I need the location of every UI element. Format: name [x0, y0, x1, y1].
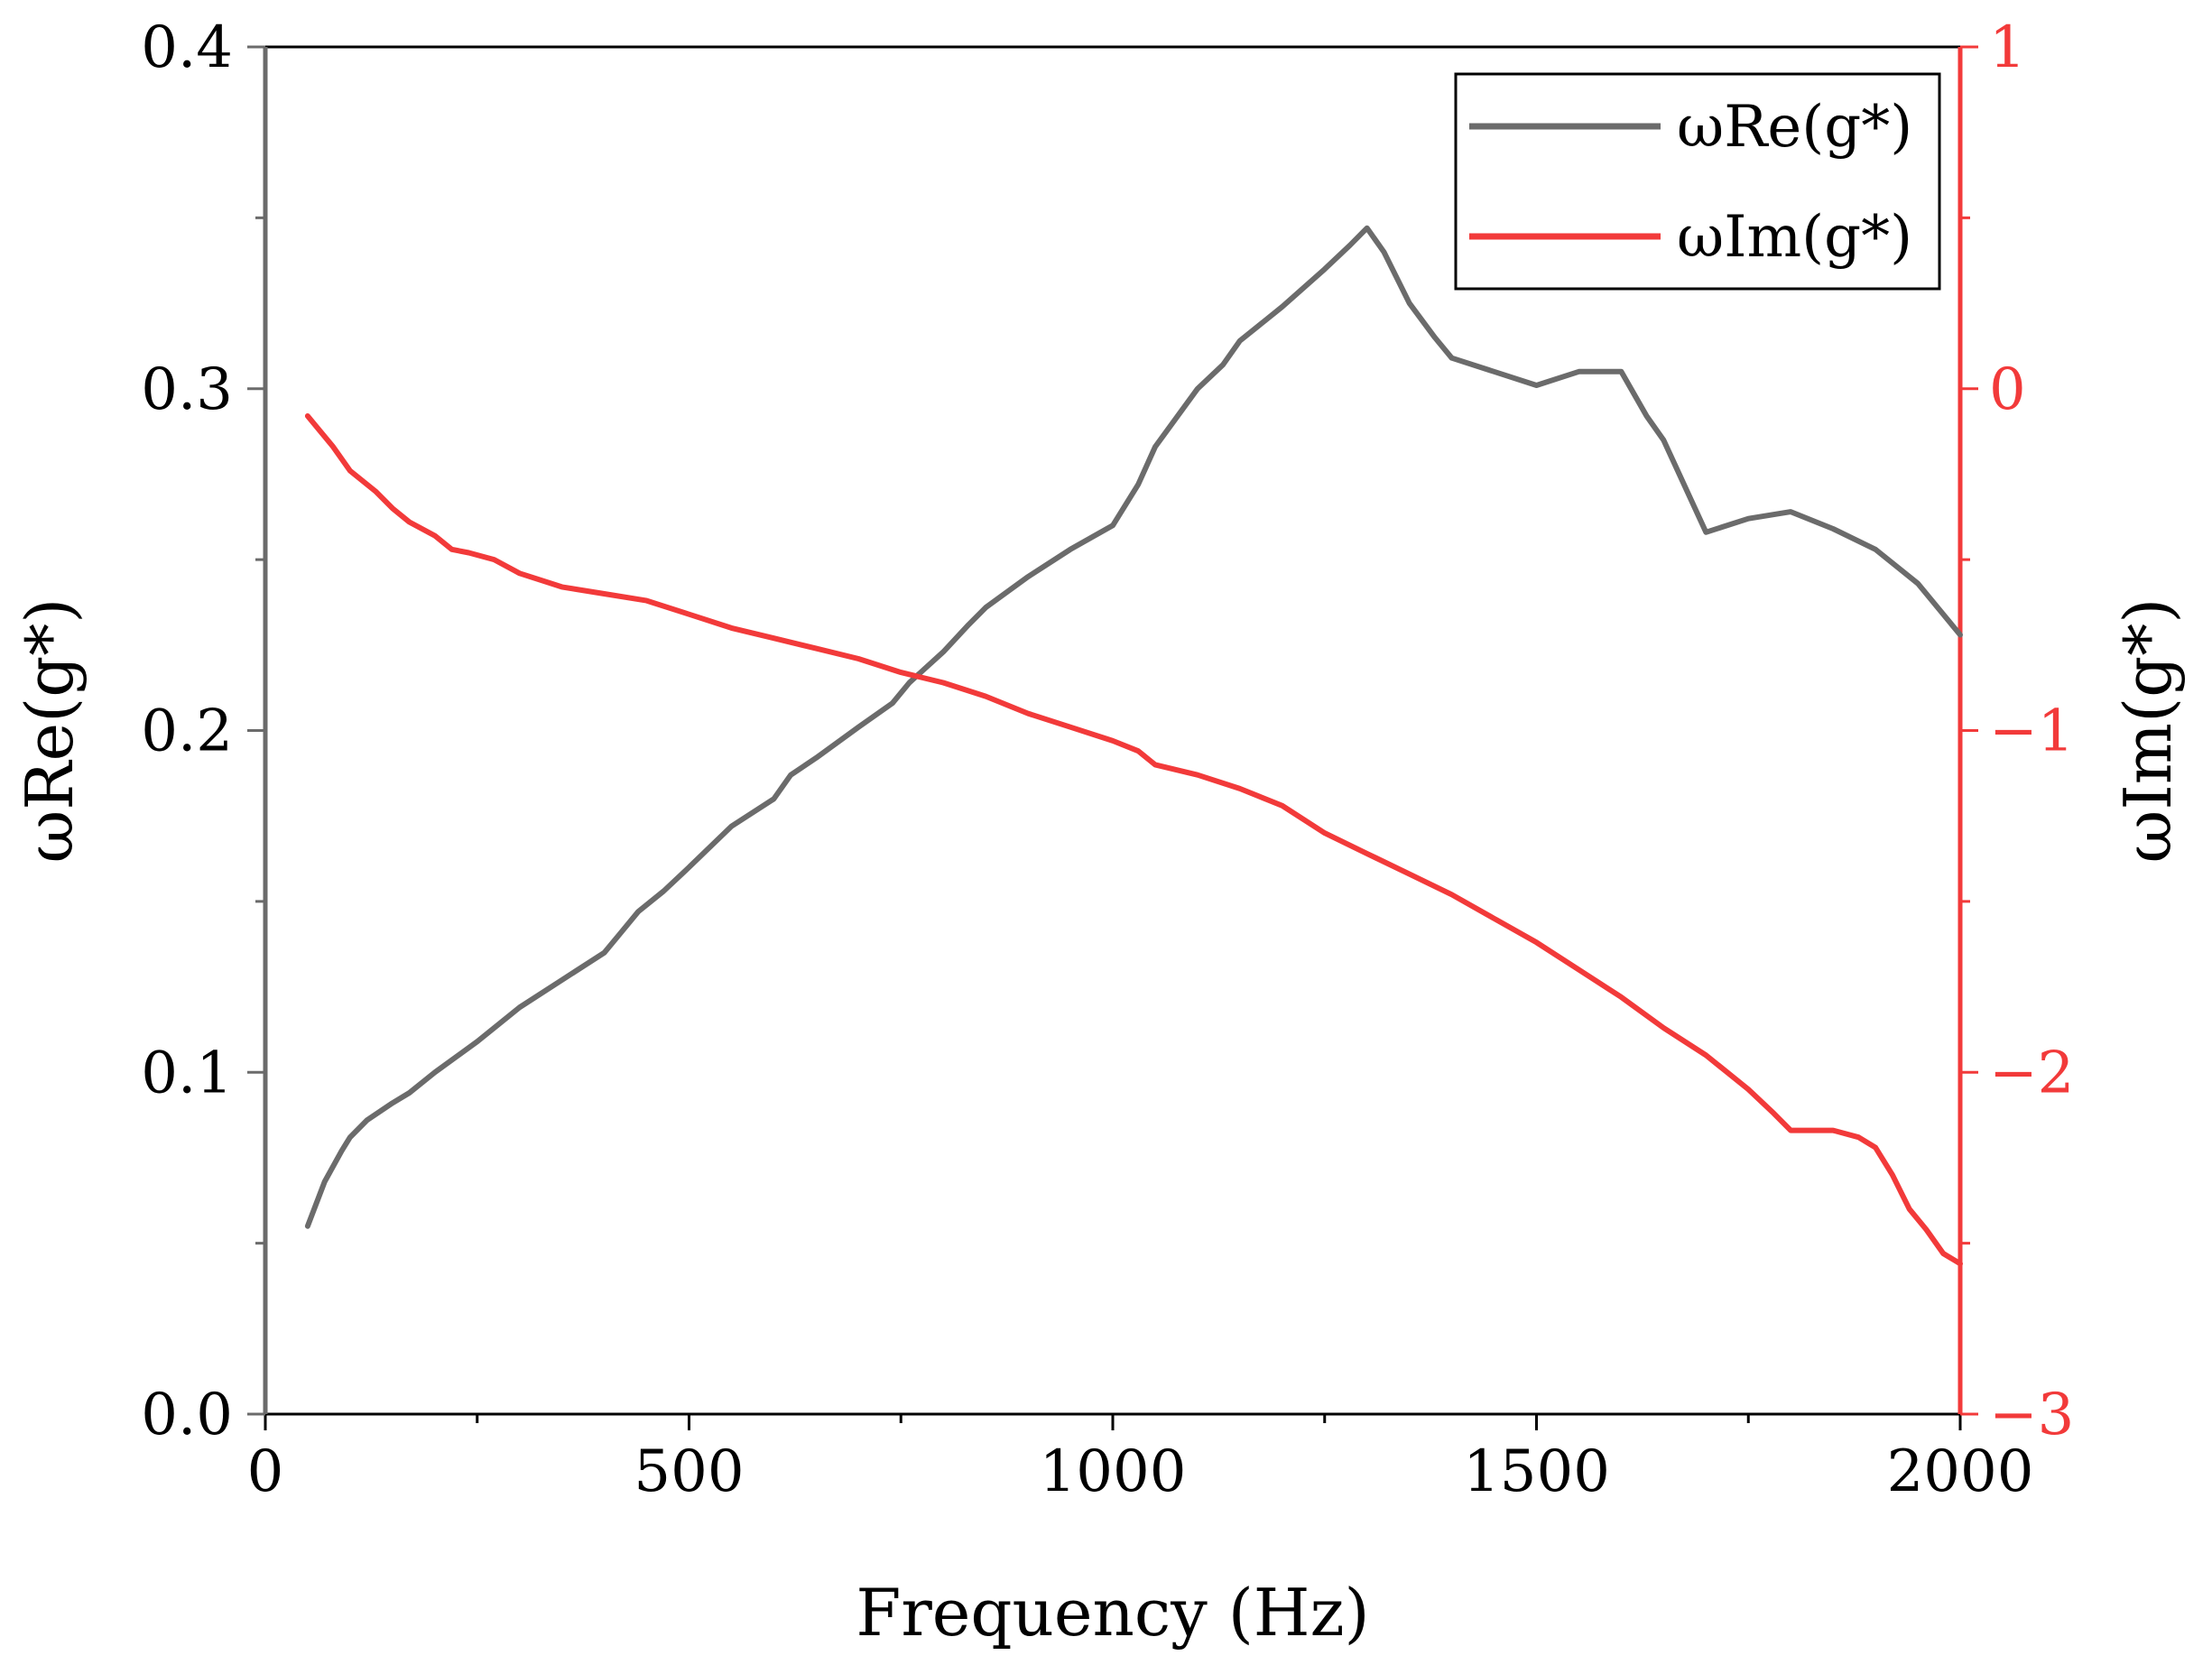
y-right-tick-label: −3	[1989, 1382, 2074, 1448]
y-left-tick-label: 0.4	[141, 14, 233, 81]
axes-layer: 0 500 1000 1500 2000 0.0 0.1 0.2 0.3 0.4 −3 −2 −1 0 1 F…	[12, 14, 2186, 1651]
legend-label-im: ωIm(g*)	[1677, 204, 1912, 271]
x-tick-label: 0	[247, 1438, 284, 1505]
y-right-tick-label: 0	[1989, 356, 2026, 423]
legend: ωRe(g*) ωIm(g*)	[1454, 72, 1941, 291]
x-axis-title: Frequency (Hz)	[856, 1575, 1369, 1651]
y-right-tick-label: −2	[1989, 1040, 2074, 1106]
y-left-tick-label: 0.3	[141, 356, 233, 423]
series-line-re	[304, 225, 1963, 1229]
y-left-tick-label: 0.1	[141, 1040, 233, 1106]
x-tick-label: 1500	[1463, 1438, 1610, 1505]
y-right-tick-label: −1	[1989, 698, 2074, 765]
y-left-tick-label: 0.2	[141, 698, 233, 765]
x-tick-label: 2000	[1887, 1438, 2034, 1505]
x-tick-label: 1000	[1040, 1438, 1187, 1505]
y-right-axis-title: ωIm(g*)	[2110, 598, 2186, 864]
y-left-tick-label: 0.0	[141, 1382, 233, 1448]
x-tick-label: 500	[634, 1438, 744, 1505]
y-right-tick-label: 1	[1989, 14, 2026, 81]
legend-label-re: ωRe(g*)	[1677, 94, 1912, 161]
y-left-axis-title: ωRe(g*)	[12, 598, 88, 864]
legend-box	[1454, 72, 1941, 291]
series-line-im	[304, 413, 1963, 1267]
series-layer	[304, 225, 1963, 1267]
